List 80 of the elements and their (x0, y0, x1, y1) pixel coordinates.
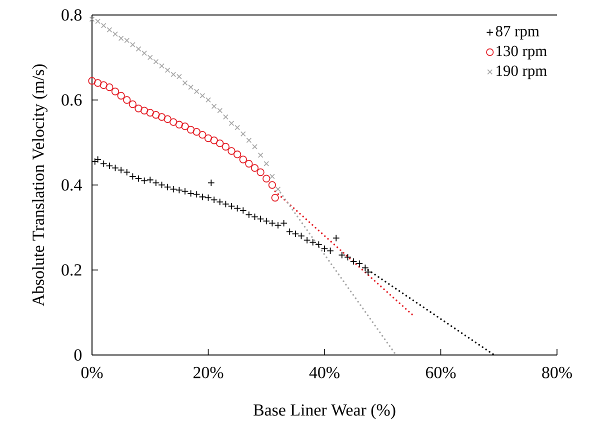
point (170, 118, 178, 126)
x-tick-label: 60% (426, 366, 456, 378)
point (153, 59, 159, 64)
point (216, 139, 224, 148)
legend-label: 87 rpm (496, 26, 540, 40)
point (280, 220, 288, 227)
point (111, 88, 120, 96)
point (100, 81, 108, 89)
point (208, 179, 215, 186)
point (332, 234, 340, 242)
point (134, 104, 142, 112)
point (147, 54, 153, 60)
point (123, 96, 131, 104)
point (275, 186, 281, 192)
y-axis-title: Absolute Translation Velocity (m/s) (32, 64, 48, 306)
point (245, 160, 253, 168)
point (146, 108, 154, 117)
x-tick-label: 40% (309, 366, 340, 378)
point (210, 136, 218, 144)
point (250, 164, 259, 172)
y-tick-label: 0.4 (62, 179, 82, 191)
point (198, 131, 206, 139)
point (128, 100, 137, 108)
point (159, 63, 164, 69)
point (204, 134, 212, 142)
point (233, 150, 242, 158)
point (217, 108, 223, 114)
point (106, 27, 112, 33)
point (258, 152, 264, 158)
point (181, 122, 189, 130)
point (186, 126, 195, 134)
point (136, 46, 142, 52)
point (94, 79, 102, 87)
point (175, 120, 184, 128)
point (240, 131, 246, 137)
y-tick-label: 0.6 (62, 94, 82, 106)
point (140, 106, 148, 114)
point (88, 77, 96, 85)
point (164, 115, 172, 123)
point (271, 194, 279, 202)
x-axis-title: Base Liner Wear (%) (253, 404, 396, 420)
x-tick-label: 20% (193, 366, 224, 378)
point (106, 83, 114, 92)
point (211, 104, 217, 110)
x-tick-label: 80% (542, 366, 572, 378)
point (256, 168, 264, 176)
point (130, 42, 136, 48)
y-tick-label: 0.8 (62, 9, 82, 21)
point (158, 113, 166, 121)
point (192, 128, 200, 136)
point (222, 114, 228, 120)
point (200, 93, 206, 98)
legend-label: 130 rpm (496, 46, 547, 60)
point (239, 156, 247, 164)
point (222, 142, 230, 151)
point (246, 138, 252, 144)
x-tick-label: 0% (81, 366, 103, 378)
point (112, 31, 118, 37)
point (269, 174, 275, 180)
point (100, 22, 106, 28)
point (252, 144, 258, 150)
point (176, 186, 183, 194)
point (228, 120, 234, 126)
point (364, 268, 372, 276)
point (264, 161, 270, 166)
y-tick-label: 0.2 (62, 264, 82, 276)
y-tick-label: 0 (74, 349, 82, 361)
legend-label: 190 rpm (496, 66, 547, 80)
point (262, 174, 270, 182)
point (142, 50, 148, 56)
point (182, 80, 188, 86)
point (164, 68, 170, 73)
point (234, 124, 240, 130)
point (206, 97, 211, 103)
point (117, 92, 125, 100)
point (188, 84, 194, 90)
point (194, 88, 200, 94)
point (152, 111, 160, 119)
point (228, 147, 236, 155)
point (268, 181, 276, 189)
